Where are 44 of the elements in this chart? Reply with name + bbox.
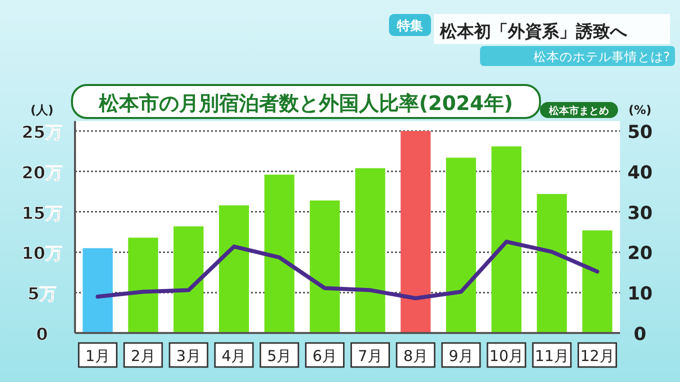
y2-tick-label: 50 <box>627 122 653 143</box>
bar <box>82 248 113 333</box>
bar <box>582 230 612 333</box>
bar <box>446 158 476 333</box>
x-tick-label: 1月 <box>85 347 110 365</box>
x-tick-label: 7月 <box>358 347 382 365</box>
y-axis-title: (人) <box>30 103 54 117</box>
y-tick-label: 20万 <box>22 163 62 184</box>
y-tick-label: 25万 <box>22 123 62 143</box>
y2-tick-label: 0 <box>634 324 646 345</box>
bar <box>400 131 431 333</box>
bar <box>536 194 567 333</box>
y2-axis-title: (%) <box>628 103 652 117</box>
x-tick-label: 12月 <box>580 347 614 365</box>
x-tick-label: 8月 <box>403 347 428 365</box>
text: 特集 <box>396 19 423 34</box>
y-tick-label: 0 <box>36 325 48 345</box>
bar <box>310 200 340 333</box>
bar <box>355 168 386 333</box>
text: 松本初「外資系」誘致へ <box>439 22 628 42</box>
y-tick-label: 15万 <box>22 204 62 224</box>
y-tick-label: 10万 <box>22 244 62 264</box>
text: 松本のホテル事情とは? <box>533 49 670 64</box>
x-tick-label: 11月 <box>534 347 569 365</box>
line-series <box>96 240 600 300</box>
x-tick-label: 5月 <box>267 347 292 365</box>
y2-tick-label: 10 <box>627 284 653 305</box>
bar <box>128 238 158 333</box>
y-tick-label: 5万 <box>28 284 56 305</box>
bar <box>174 226 204 333</box>
x-tick-label: 6月 <box>312 347 338 365</box>
bar <box>491 146 522 333</box>
bar <box>218 205 249 333</box>
y2-tick-label: 30 <box>627 202 653 224</box>
x-tick-label: 3月 <box>176 347 201 365</box>
x-tick-label: 10月 <box>489 347 524 365</box>
y2-tick-label: 20 <box>627 243 653 264</box>
text: 松本市まとめ <box>548 105 609 117</box>
bar <box>264 174 294 333</box>
y2-tick-label: 40 <box>627 162 653 184</box>
x-tick-label: 4月 <box>222 347 246 365</box>
chart-title: 松本市の月別宿泊者数と外国人比率(2024年) <box>98 91 513 115</box>
x-tick-label: 2月 <box>130 347 156 365</box>
x-tick-label: 9月 <box>448 347 474 365</box>
